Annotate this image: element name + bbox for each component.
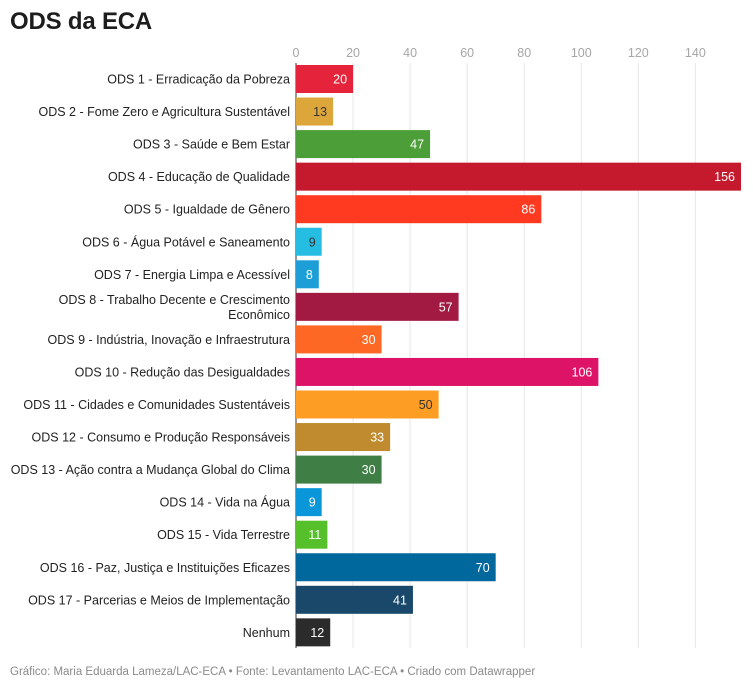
bar-16 xyxy=(296,553,496,582)
data-label-7: 8 xyxy=(306,268,313,282)
data-label-16: 70 xyxy=(476,561,490,575)
bar-17 xyxy=(296,585,413,614)
category-label-8: ODS 8 - Trabalho Decente e Crescimento Ec… xyxy=(59,293,290,322)
data-label-4: 156 xyxy=(714,170,735,184)
bar-10 xyxy=(296,357,599,386)
bar-12 xyxy=(296,423,391,452)
bar-5 xyxy=(296,195,542,224)
bar-3 xyxy=(296,130,431,159)
category-label-7: ODS 7 - Energia Limpa e Acessível xyxy=(94,268,290,282)
x-tick-label-80: 80 xyxy=(517,46,531,60)
category-label-line: Nenhum xyxy=(243,626,290,640)
category-label-17: ODS 17 - Parcerias e Meios de Implementa… xyxy=(28,593,290,607)
data-label-15: 11 xyxy=(308,528,321,542)
category-label-15: ODS 15 - Vida Terrestre xyxy=(157,528,290,542)
category-label-line: ODS 5 - Igualdade de Gênero xyxy=(124,203,290,217)
data-label-18: 12 xyxy=(310,626,324,640)
bar-14 xyxy=(296,488,322,517)
x-tick-label-120: 120 xyxy=(628,46,649,60)
bar-2 xyxy=(296,97,334,126)
bar-18 xyxy=(296,618,331,647)
category-label-1: ODS 1 - Erradicação da Pobreza xyxy=(107,73,290,87)
data-label-2: 13 xyxy=(313,105,327,119)
bar-11 xyxy=(296,390,439,419)
bar-7 xyxy=(296,260,319,289)
category-label-12: ODS 12 - Consumo e Produção Responsáveis xyxy=(32,431,290,445)
bar-1 xyxy=(296,65,354,93)
category-label-line: ODS 1 - Erradicação da Pobreza xyxy=(107,73,290,87)
category-label-11: ODS 11 - Cidades e Comunidades Sustentáv… xyxy=(23,398,290,412)
category-label-line: ODS 13 - Ação contra a Mudança Global do… xyxy=(11,463,290,477)
category-label-line: ODS 17 - Parcerias e Meios de Implementa… xyxy=(28,593,290,607)
grid-layer xyxy=(295,63,696,648)
data-label-13: 30 xyxy=(362,463,376,477)
bar-4 xyxy=(296,162,741,191)
category-label-13: ODS 13 - Ação contra a Mudança Global do… xyxy=(11,463,290,477)
bar-9 xyxy=(296,325,382,354)
bar-6 xyxy=(296,227,322,256)
category-label-line: ODS 10 - Redução das Desigualdades xyxy=(75,365,290,379)
x-tick-label-140: 140 xyxy=(685,46,706,60)
bar-8 xyxy=(296,292,459,321)
category-label-4: ODS 4 - Educação de Qualidade xyxy=(108,170,290,184)
category-label-10: ODS 10 - Redução das Desigualdades xyxy=(75,365,290,379)
data-label-12: 33 xyxy=(370,431,384,445)
category-label-line: ODS 6 - Água Potável e Saneamento xyxy=(82,234,290,249)
category-label-2: ODS 2 - Fome Zero e Agricultura Sustentá… xyxy=(39,105,291,119)
data-label-17: 41 xyxy=(393,593,407,607)
x-tick-label-20: 20 xyxy=(346,46,360,60)
bar-15 xyxy=(296,520,328,549)
data-label-14: 9 xyxy=(309,496,316,510)
data-label-6: 9 xyxy=(309,235,316,249)
bars: 20 13 47 156 86 9 8 57 30 106 50 33 30 9 11 70 41 12 xyxy=(296,65,741,647)
category-label-6: ODS 6 - Água Potável e Saneamento xyxy=(82,234,290,249)
category-label-line: ODS 4 - Educação de Qualidade xyxy=(108,170,290,184)
category-label-16: ODS 16 - Paz, Justiça e Instituições Efi… xyxy=(40,561,290,575)
category-label-line: Econômico xyxy=(228,308,290,322)
category-label-line: ODS 12 - Consumo e Produção Responsáveis xyxy=(32,431,290,445)
category-label-line: ODS 11 - Cidades e Comunidades Sustentáv… xyxy=(23,398,290,412)
bar-13 xyxy=(296,455,382,484)
category-label-5: ODS 5 - Igualdade de Gênero xyxy=(124,203,290,217)
x-tick-label-0: 0 xyxy=(293,46,300,60)
category-label-line: ODS 3 - Saúde e Bem Estar xyxy=(133,138,290,152)
category-label-line: ODS 2 - Fome Zero e Agricultura Sustentá… xyxy=(39,105,291,119)
data-label-1: 20 xyxy=(333,73,347,87)
chart-title: ODS da ECA xyxy=(10,8,153,35)
category-label-line: ODS 16 - Paz, Justiça e Instituições Efi… xyxy=(40,561,290,575)
category-labels: ODS 1 - Erradicação da Pobreza ODS 2 - Fo… xyxy=(11,73,290,640)
data-label-9: 30 xyxy=(362,333,376,347)
x-axis-ticks: 0 20 40 60 80 100 120 140 xyxy=(293,46,706,60)
data-label-5: 86 xyxy=(521,203,535,217)
data-label-11: 50 xyxy=(419,398,433,412)
category-label-line: ODS 7 - Energia Limpa e Acessível xyxy=(94,268,290,282)
category-label-18: Nenhum xyxy=(243,626,290,640)
category-label-line: ODS 14 - Vida na Água xyxy=(160,495,290,510)
category-label-line: ODS 15 - Vida Terrestre xyxy=(157,528,290,542)
data-label-3: 47 xyxy=(410,138,424,152)
x-tick-label-100: 100 xyxy=(571,46,592,60)
category-label-line: ODS 8 - Trabalho Decente e Crescimento xyxy=(59,293,290,307)
category-label-line: ODS 9 - Indústria, Inovação e Infraestru… xyxy=(48,333,291,347)
data-label-10: 106 xyxy=(572,365,593,379)
data-label-8: 57 xyxy=(439,300,453,314)
category-label-14: ODS 14 - Vida na Água xyxy=(160,495,290,510)
category-label-9: ODS 9 - Indústria, Inovação e Infraestru… xyxy=(48,333,291,347)
chart-footer: Gráfico: Maria Eduarda Lameza/LAC-ECA • … xyxy=(10,666,536,678)
x-tick-label-60: 60 xyxy=(460,46,474,60)
x-tick-label-40: 40 xyxy=(403,46,417,60)
category-label-3: ODS 3 - Saúde e Bem Estar xyxy=(133,138,290,152)
